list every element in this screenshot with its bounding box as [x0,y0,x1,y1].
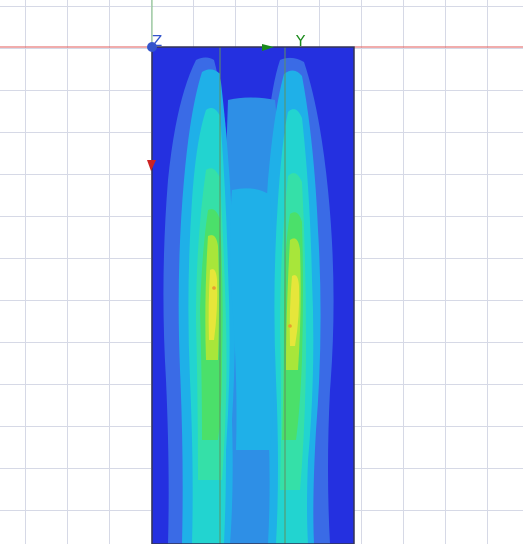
z-axis-origin-icon[interactable] [147,42,157,52]
hotspot-orange-right [288,324,292,328]
hotspot-orange-left [212,286,216,290]
y-axis-label: Y [295,32,306,50]
contour-band-center-cyan [230,188,274,451]
x-axis-arrow-icon[interactable] [147,160,156,171]
z-axis-label: Z [152,32,162,50]
hotspot-yellow-right [289,275,300,346]
y-axis-arrow-icon[interactable] [262,44,274,51]
plate-outline [151,46,355,544]
